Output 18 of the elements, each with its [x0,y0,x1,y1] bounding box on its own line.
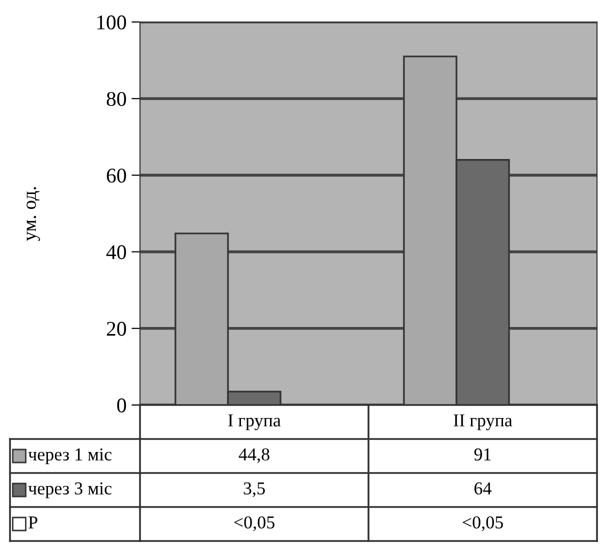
y-tick-label: 40 [106,245,126,260]
data-label: 64 [474,482,492,495]
y-tick-label: 80 [106,92,126,106]
legend-label: P [28,516,38,528]
data-label: 91 [474,448,491,461]
legend-label: через 1 міс [28,448,112,464]
y-tick-label: 100 [97,15,126,30]
legend-label: через 3 міс [28,482,112,498]
text: <0,05 [462,516,503,532]
data-label: 44,8 [238,448,270,464]
y-tick-label: 0 [117,398,126,412]
y-tick-label: 60 [106,168,126,183]
x-tick-label: I група [228,414,281,430]
y-tick-label: 20 [106,322,126,336]
text: <0,05 [234,516,274,532]
x-tick-label: II група [454,414,512,430]
y-axis-title: ум. од. [26,187,40,241]
data-label: 3,5 [244,482,265,498]
